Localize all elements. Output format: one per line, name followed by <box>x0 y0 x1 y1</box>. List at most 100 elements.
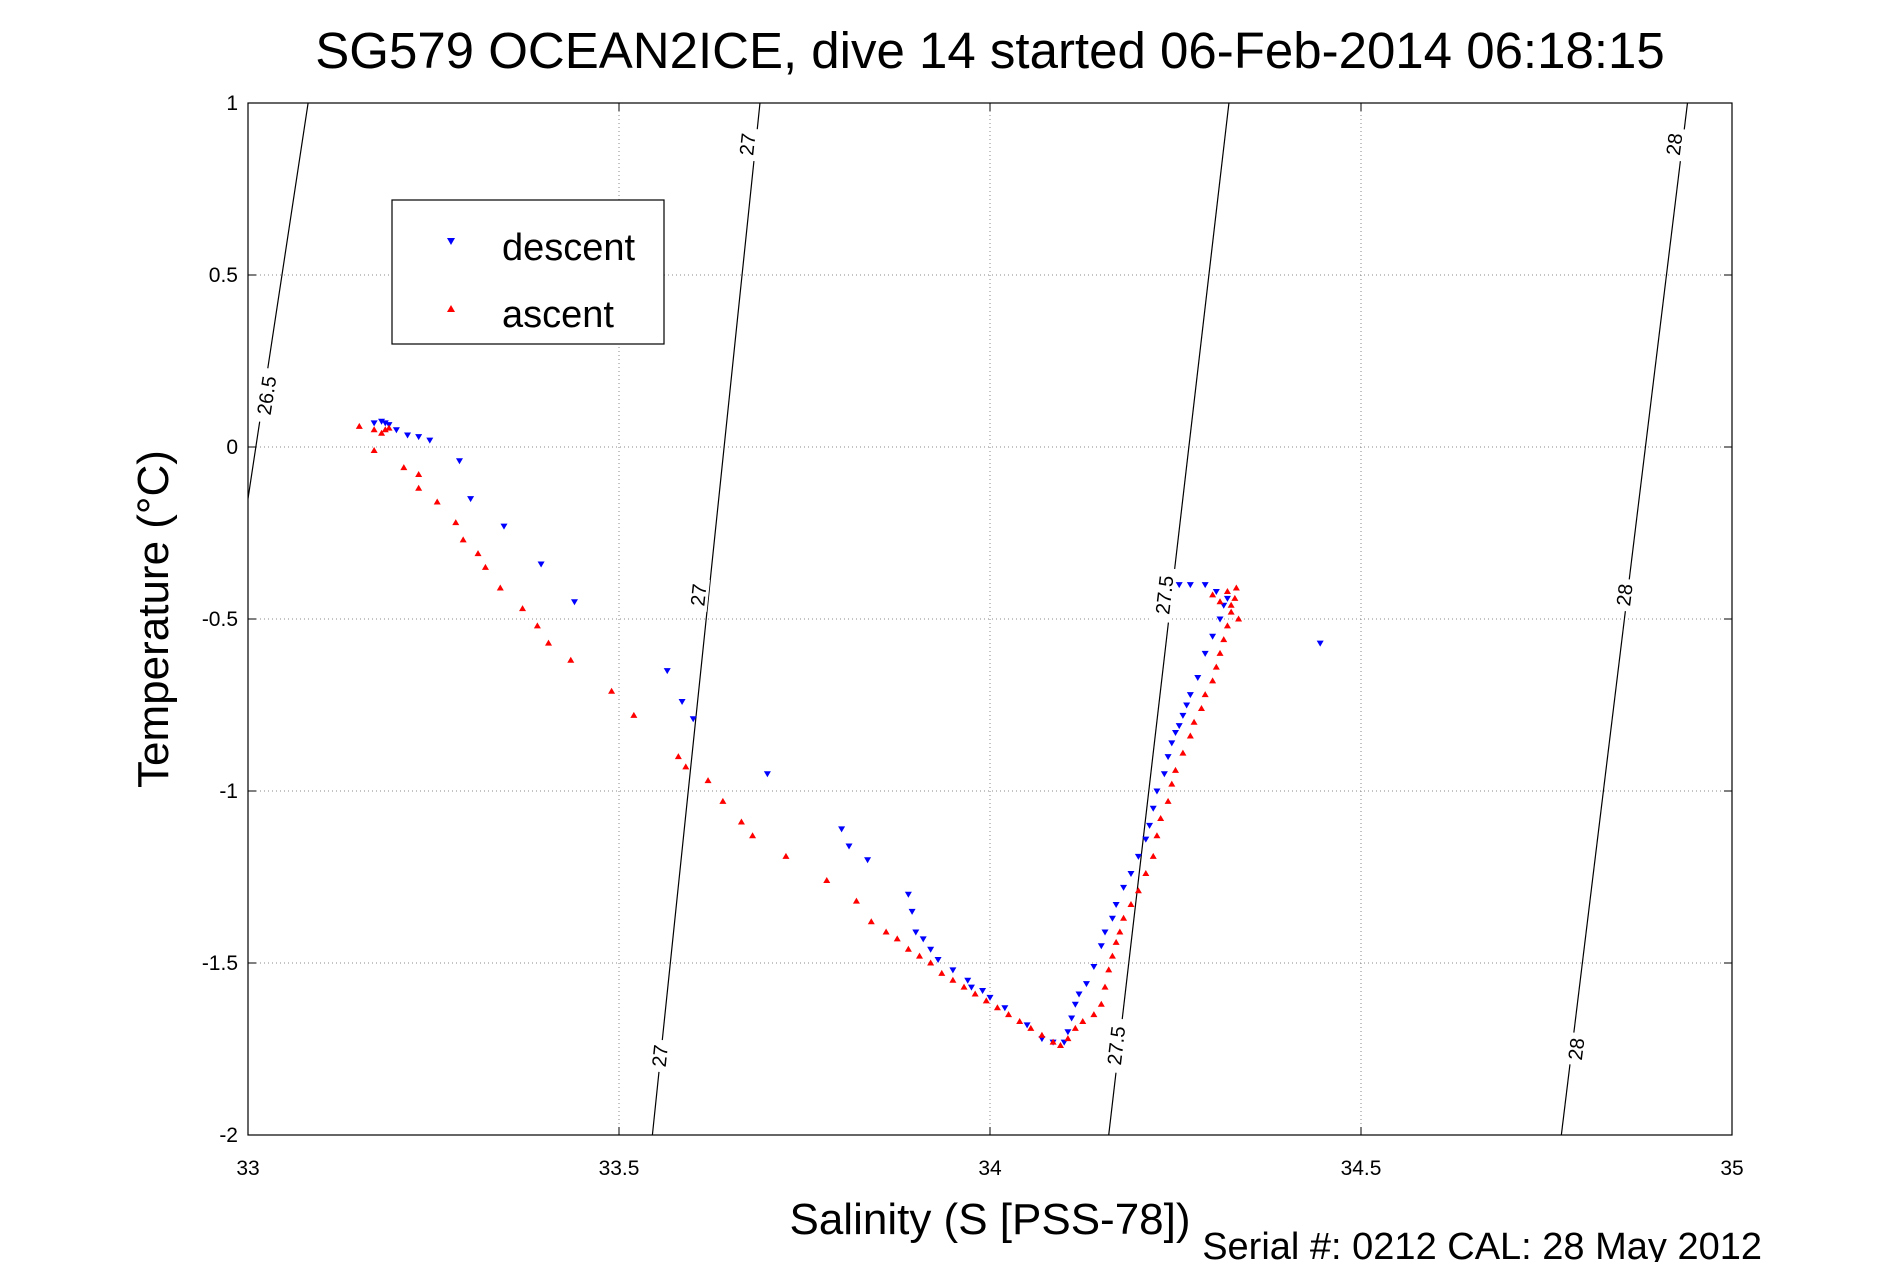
ascent-point <box>1071 1024 1079 1031</box>
y-axis-title: Temperature (°C) <box>129 450 178 788</box>
ascent-point <box>1209 591 1217 598</box>
ascent-point <box>1090 1011 1098 1018</box>
ascent-point <box>1127 901 1135 908</box>
descent-point <box>1090 963 1098 970</box>
descent-point <box>864 857 872 864</box>
ascent-point <box>1231 594 1239 601</box>
ascent-point <box>1097 1000 1105 1007</box>
contour-label: 28 <box>1613 583 1638 608</box>
ascent-point <box>1079 1017 1087 1024</box>
ascent-point <box>904 945 912 952</box>
contour-label: 27.5 <box>1152 574 1178 615</box>
ascent-point <box>719 797 727 804</box>
descent-point <box>919 936 927 943</box>
x-tick-label: 33 <box>236 1157 259 1180</box>
descent-point <box>934 957 942 964</box>
descent-point <box>1316 640 1324 647</box>
ascent-point <box>370 446 378 453</box>
ascent-point <box>782 852 790 859</box>
ascent-point <box>1105 966 1113 973</box>
descent-point <box>1149 805 1157 812</box>
descent-point <box>838 826 846 833</box>
x-axis-title: Salinity (S [PSS-78]) <box>789 1195 1190 1244</box>
legend: descent ascent <box>391 199 665 345</box>
ascent-point <box>1049 1038 1057 1045</box>
ascent-point <box>481 563 489 570</box>
contour-label-group: 27 <box>733 127 760 162</box>
ascent-point <box>867 918 875 925</box>
descent-point <box>378 418 386 425</box>
contour-label-bg <box>733 127 759 162</box>
chart-title: SG579 OCEAN2ICE, dive 14 started 06-Feb-… <box>315 22 1664 79</box>
ascent-point <box>355 422 363 429</box>
ascent-point <box>982 997 990 1004</box>
ascent-point <box>1172 766 1179 773</box>
descent-point <box>1068 1015 1076 1022</box>
contour-label-group: 27 <box>646 1038 673 1073</box>
descent-point <box>1160 771 1168 778</box>
descent-point <box>904 891 912 898</box>
ascent-point <box>1227 608 1235 615</box>
descent-point <box>1075 991 1083 998</box>
ascent-point <box>1016 1017 1024 1024</box>
contour-label: 28 <box>1565 1037 1590 1062</box>
descent-point <box>927 946 935 953</box>
y-tick-label: -2 <box>219 1124 238 1147</box>
descent-point <box>1216 616 1224 623</box>
ascent-series <box>355 422 1243 1049</box>
descent-point <box>1153 788 1161 795</box>
ascent-point <box>474 550 482 557</box>
ascent-point <box>1108 952 1116 959</box>
descent-point <box>370 420 378 427</box>
ascent-point <box>1112 938 1120 945</box>
ascent-point <box>1212 663 1220 670</box>
descent-point <box>415 434 423 441</box>
calibration-footer: Serial #: 0212 CAL: 28 May 2012 <box>1202 1226 1762 1262</box>
ascent-point <box>1101 983 1109 990</box>
ascent-point <box>533 622 541 629</box>
contour-line <box>248 103 309 499</box>
ascent-point <box>1157 815 1165 822</box>
ascent-point <box>452 519 460 526</box>
ascent-point <box>1164 797 1172 804</box>
contour-label: 27 <box>736 132 760 156</box>
ascent-point <box>1120 914 1128 921</box>
descent-point <box>1023 1022 1031 1029</box>
ascent-point <box>704 777 712 784</box>
contour-label-group: 27 <box>684 577 711 612</box>
ascent-point <box>1116 928 1124 935</box>
contour-label: 27 <box>649 1044 673 1068</box>
descent-point <box>1064 1029 1072 1036</box>
ascent-point <box>737 818 745 825</box>
contour-line <box>651 103 761 1135</box>
descent-point <box>1146 822 1154 829</box>
contour-label: 27.5 <box>1104 1025 1130 1066</box>
ascent-point <box>385 424 393 431</box>
legend-marker-descent <box>447 238 455 245</box>
descent-point <box>1201 582 1209 589</box>
ascent-point <box>993 1004 1001 1011</box>
legend-label-descent: descent <box>502 227 636 269</box>
ascent-point <box>1186 732 1194 739</box>
ascent-point <box>823 876 831 883</box>
descent-point <box>1212 588 1220 595</box>
ascent-point <box>1038 1031 1046 1038</box>
ascent-point <box>415 471 423 478</box>
ascent-point <box>519 605 527 612</box>
descent-point <box>689 716 697 723</box>
descent-point <box>1223 595 1231 602</box>
descent-point <box>1168 740 1176 747</box>
ascent-point <box>971 990 979 997</box>
ascent-point <box>381 426 389 433</box>
ascent-point <box>893 935 901 942</box>
descent-point <box>1134 853 1142 860</box>
contour-label-group: 28 <box>1660 126 1687 162</box>
ascent-point <box>1216 649 1224 656</box>
descent-point <box>1175 582 1183 589</box>
descent-point <box>467 496 475 503</box>
descent-point <box>1001 1005 1009 1012</box>
descent-point <box>845 843 853 850</box>
ascent-point <box>749 832 757 839</box>
